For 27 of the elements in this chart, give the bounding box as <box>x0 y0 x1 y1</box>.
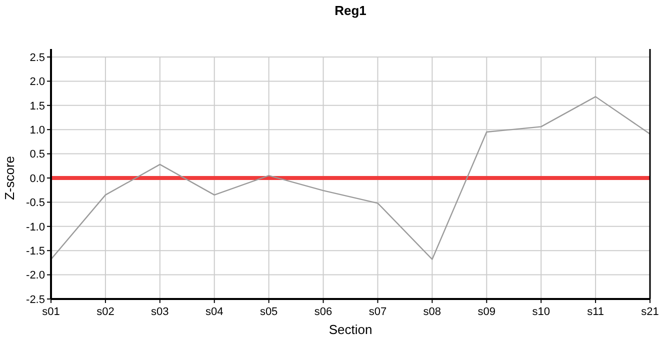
y-tick-label: -2.0 <box>26 270 45 282</box>
y-axis-title: Z-score <box>2 156 17 200</box>
x-tick-label: s04 <box>205 306 224 318</box>
y-tick-label: 0.5 <box>30 148 45 161</box>
x-tick-label: s21 <box>641 306 659 318</box>
x-tick-label: s02 <box>96 306 114 318</box>
y-tick-label: 0.0 <box>30 172 45 185</box>
x-tick-label: s03 <box>151 306 169 318</box>
y-tick-label: 2.5 <box>30 52 45 64</box>
x-tick-label: s07 <box>368 306 387 318</box>
y-tick-label: 2.0 <box>30 76 45 88</box>
x-tick-label: s01 <box>42 306 60 318</box>
x-tick-label: s11 <box>587 306 604 318</box>
y-tick-label: 1.0 <box>30 124 45 136</box>
line-series <box>50 96 651 260</box>
y-tick-label: -1.0 <box>26 221 45 234</box>
y-tick-label: -2.5 <box>26 294 45 306</box>
x-tick-label: s06 <box>314 306 332 318</box>
y-tick-label: -0.5 <box>26 197 45 210</box>
x-tick-label: s08 <box>423 306 442 318</box>
x-tick-label: s05 <box>260 306 278 318</box>
x-axis-title: Section <box>328 322 372 337</box>
x-tick-label: s10 <box>532 306 550 318</box>
y-tick-label: -1.5 <box>26 245 45 258</box>
y-tick-label: 1.5 <box>30 100 45 112</box>
chart-title: Reg1 <box>334 3 366 18</box>
x-tick-label: s09 <box>478 306 496 318</box>
